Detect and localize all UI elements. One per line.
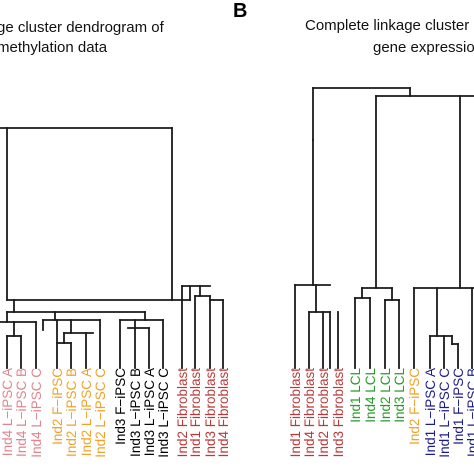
- panel-b-leaf-label: Ind2 LCL: [378, 368, 393, 423]
- panel-b-title-line-1: Complete linkage cluster: [305, 17, 469, 34]
- panel-b: B Complete linkage cluster gene expressi…: [233, 0, 474, 458]
- panel-a-leaf-labels: Ind4 L−iPSC A Ind4 L−iPSC B Ind4 L−iPSC C I…: [0, 368, 231, 458]
- panel-b-title-line-2: gene expressio: [373, 39, 474, 56]
- panel-a-leaf-label: Ind3 L−iPSC C: [156, 368, 171, 458]
- panel-b-leaf-labels: Ind1 Fibroblast Ind4 Fibroblast Ind2 Fibro…: [288, 368, 474, 458]
- panel-a-leaf-label: Ind2 L−iPSC C: [93, 368, 108, 458]
- panel-b-leaf-label: Ind1 L−iPSC C: [437, 368, 452, 458]
- panel-b-leaf-label: Ind3 LCL: [392, 368, 407, 423]
- panel-a-leaf-label: Ind4 L−iPSC B: [14, 368, 29, 457]
- panel-b-leaf-label: Ind2 Fibroblast: [316, 368, 331, 458]
- panel-a-leaf-label: Ind2 Fibroblast: [175, 368, 190, 458]
- panel-a-title-line-2: methylation data: [0, 39, 108, 56]
- panel-a-dendrogram: [0, 127, 224, 369]
- panel-b-letter: B: [233, 0, 247, 22]
- panel-b-leaf-label: Ind1 L−iPSC B: [465, 368, 474, 457]
- panel-b-leaf-label: Ind4 LCL: [363, 368, 378, 423]
- panel-a-leaf-label: Ind4 L−iPSC C: [29, 368, 44, 458]
- panel-a-leaf-label: Ind2 F−iPSC: [50, 368, 65, 445]
- panel-b-leaf-label: Ind3 Fibroblast: [331, 368, 346, 458]
- panel-a: ge cluster dendrogram of methylation dat…: [0, 19, 231, 458]
- panel-a-leaf-label: Ind2 L−iPSC B: [64, 368, 79, 457]
- panel-a-leaf-label: Ind3 L−iPSC A: [142, 368, 157, 456]
- panel-a-leaf-label: Ind2 L−iPSC A: [79, 368, 94, 456]
- panel-a-leaf-label: Ind4 Fibroblast: [216, 368, 231, 458]
- panel-a-title-line-1: ge cluster dendrogram of: [0, 19, 165, 36]
- panel-a-leaf-label: Ind3 F−iPSC: [113, 368, 128, 445]
- panel-a-leaf-label: Ind3 Fibroblast: [203, 368, 218, 458]
- panel-a-leaf-label: Ind1 Fibroblast: [188, 368, 203, 458]
- panel-b-leaf-label: Ind2 F−iPSC: [407, 368, 422, 445]
- panel-b-leaf-label: Ind1 L−iPSC A: [423, 368, 438, 456]
- panel-a-leaf-label: Ind3 L−iPSC B: [128, 368, 143, 457]
- panel-b-leaf-label: Ind1 F−iPSC: [451, 368, 466, 445]
- panel-a-leaf-label: Ind4 L−iPSC A: [0, 368, 15, 456]
- panel-b-leaf-label: Ind1 LCL: [348, 368, 363, 423]
- panel-b-dendrogram: [294, 87, 474, 369]
- panel-b-leaf-label: Ind4 Fibroblast: [302, 368, 317, 458]
- panel-b-leaf-label: Ind1 Fibroblast: [288, 368, 303, 458]
